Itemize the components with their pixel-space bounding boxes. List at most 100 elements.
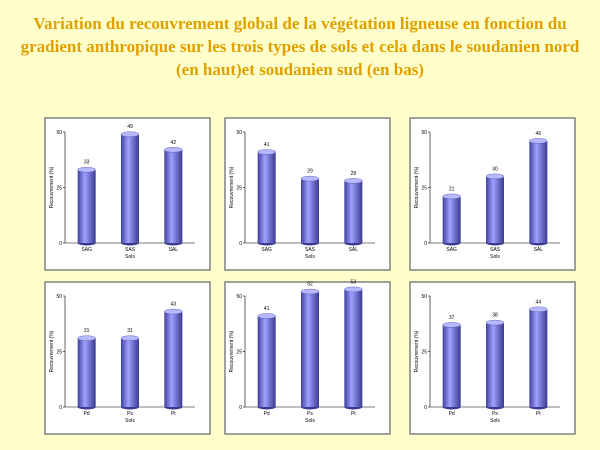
bar [77,169,96,243]
value-label: 46 [536,131,542,137]
bar-cap [164,308,183,315]
bar [529,309,548,407]
value-label: 41 [264,142,270,148]
y-tick-label: 25 [236,186,242,192]
value-label: 53 [351,279,357,285]
bar-cap [344,178,363,184]
x-tick-label: SAL [169,247,179,253]
y-tick-label: 50 [421,294,427,300]
y-tick-label: 25 [236,350,242,356]
x-tick-label: SAG [261,247,272,253]
x-tick-label: SAL [349,247,359,253]
x-tick-label: Pd [449,411,455,417]
bar-cap [120,131,140,137]
y-tick-label: 0 [239,241,242,247]
bar-cap [300,175,320,182]
x-axis-label: Sols [305,418,315,424]
x-tick-label: SAS [305,247,316,253]
bar [301,178,319,243]
value-label: 52 [307,282,313,288]
value-label: 29 [307,169,313,175]
x-tick-label: Ps [492,411,498,417]
bar-cap [120,335,140,341]
y-tick-label: 0 [59,241,62,247]
bar [121,338,139,407]
bar [486,176,504,243]
bar [164,149,183,243]
slide-title: Variation du recouvrement global de la v… [20,14,580,79]
bar [257,151,276,243]
x-tick-label: Ps [127,411,133,417]
x-tick-label: SAG [81,247,92,253]
x-axis-label: Sols [305,254,315,260]
bar-cap [485,173,505,180]
value-label: 21 [449,186,455,192]
y-tick-label: 25 [56,186,62,192]
x-axis-label: Sols [125,254,135,260]
y-axis-label: Recouvrement (%) [414,330,420,372]
value-label: 43 [171,302,177,308]
y-tick-label: 50 [236,130,242,136]
bar-cap [485,319,505,326]
y-tick-label: 50 [236,294,242,300]
y-axis-label: Recouvrement (%) [414,166,420,208]
y-tick-label: 50 [56,130,62,136]
y-tick-label: 0 [424,405,427,411]
bar-cap [164,147,183,153]
y-axis-label: Recouvrement (%) [229,166,235,208]
value-label: 28 [351,171,357,177]
x-tick-label: SAG [446,247,457,253]
y-tick-label: 50 [56,294,62,300]
value-label: 30 [492,166,498,172]
y-tick-label: 25 [56,350,62,356]
x-tick-label: Pt [171,411,176,417]
x-axis-label: Sols [490,254,500,260]
y-tick-label: 25 [421,350,427,356]
bar-cap [529,138,548,144]
bar-cap [257,313,276,319]
y-tick-label: 0 [424,241,427,247]
x-tick-label: Ps [307,411,313,417]
bar-cap [300,288,320,295]
y-axis-label: Recouvrement (%) [49,330,55,372]
y-tick-label: 50 [421,130,427,136]
bar [257,315,276,407]
y-axis-label: Recouvrement (%) [49,166,55,208]
bar [486,322,504,407]
x-tick-label: SAL [534,247,544,253]
bar [442,196,461,243]
bar [529,140,548,243]
y-tick-label: 0 [59,405,62,411]
x-tick-label: Pt [536,411,541,417]
bar-cap [77,335,96,341]
x-axis-label: Sols [490,418,500,424]
x-axis-label: Sols [125,418,135,424]
x-tick-label: Pd [264,411,270,417]
bar [77,338,96,407]
value-label: 31 [84,328,90,334]
value-label: 42 [171,140,177,146]
bar [121,134,139,243]
x-tick-label: Pd [84,411,90,417]
value-label: 49 [127,124,133,130]
x-tick-label: Pt [351,411,356,417]
y-tick-label: 25 [421,186,427,192]
bar [442,324,461,407]
bar-cap [344,286,363,293]
bar-cap [529,306,548,313]
bar [164,311,183,407]
bar [301,291,319,407]
x-tick-label: SAS [125,247,136,253]
bar-cap [442,322,461,328]
value-label: 31 [127,328,133,334]
bar-cap [257,149,276,155]
value-label: 37 [449,315,455,321]
value-label: 33 [84,160,90,166]
x-tick-label: SAS [490,247,501,253]
bar-cap [77,167,96,173]
bar [344,289,363,407]
value-label: 38 [492,313,498,319]
value-label: 41 [264,306,270,312]
